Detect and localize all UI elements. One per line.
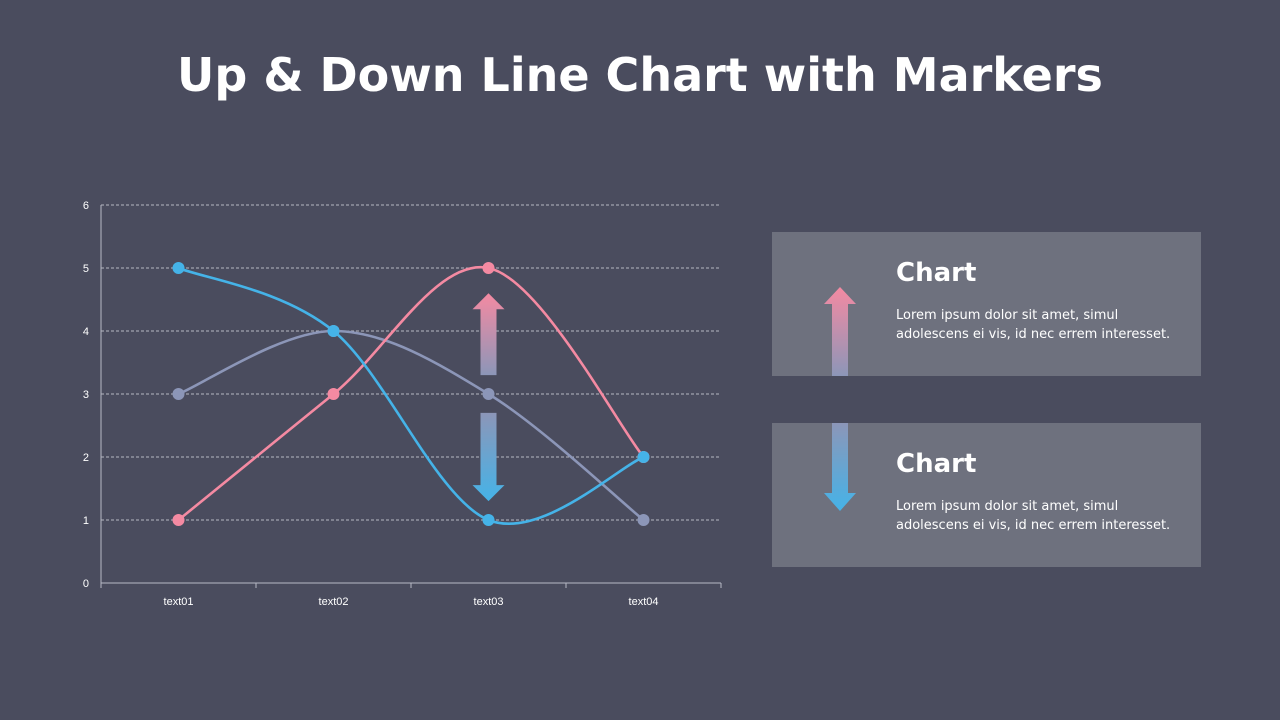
card-heading: Chart	[896, 449, 977, 479]
series-2-marker	[172, 514, 185, 526]
y-tick-label: 2	[83, 452, 89, 464]
y-tick-label: 6	[83, 200, 89, 212]
down-arrow-icon	[824, 423, 856, 511]
y-tick-label: 1	[83, 515, 89, 527]
grid-lines	[101, 204, 721, 521]
series-3-marker	[482, 514, 495, 526]
down-arrow-marker	[472, 412, 505, 502]
card-heading: Chart	[896, 258, 977, 288]
y-tick-label: 5	[83, 263, 89, 275]
series-markers	[172, 262, 650, 526]
x-tick-label: text04	[629, 596, 659, 608]
series-1-marker	[637, 514, 650, 526]
series-1-marker	[172, 388, 185, 400]
y-tick-label: 3	[83, 389, 89, 401]
series-2-marker	[327, 388, 340, 400]
page-title: Up & Down Line Chart with Markers	[177, 48, 1103, 102]
x-tick-label: text03	[474, 596, 504, 608]
y-tick-label: 0	[83, 578, 89, 590]
series-line-2	[177, 265, 645, 522]
series-3-marker	[327, 325, 340, 337]
info-card-up: Chart Lorem ipsum dolor sit amet, simul …	[772, 232, 1201, 376]
y-tick-label: 4	[83, 326, 89, 338]
series-3-marker	[172, 262, 185, 274]
up-arrow-marker	[472, 293, 505, 376]
card-text: Lorem ipsum dolor sit amet, simul adoles…	[896, 499, 1171, 533]
card-text: Lorem ipsum dolor sit amet, simul adoles…	[896, 308, 1171, 342]
axes: 0 1 2 3 4 5 6 text01 text02 text03 text04	[83, 200, 722, 608]
series-line-1	[177, 329, 645, 522]
annotation-arrows	[472, 293, 505, 502]
series-2-marker	[482, 262, 495, 274]
series-3-marker	[637, 451, 650, 463]
x-tick-label: text02	[319, 596, 349, 608]
x-tick-label: text01	[164, 596, 194, 608]
series-lines	[177, 265, 645, 525]
line-chart: 0 1 2 3 4 5 6 text01 text02 text03 text04	[83, 200, 722, 608]
up-arrow-icon	[824, 287, 856, 376]
series-1-marker	[482, 388, 495, 400]
series-line-3	[177, 266, 645, 525]
info-card-down: Chart Lorem ipsum dolor sit amet, simul …	[772, 423, 1201, 567]
